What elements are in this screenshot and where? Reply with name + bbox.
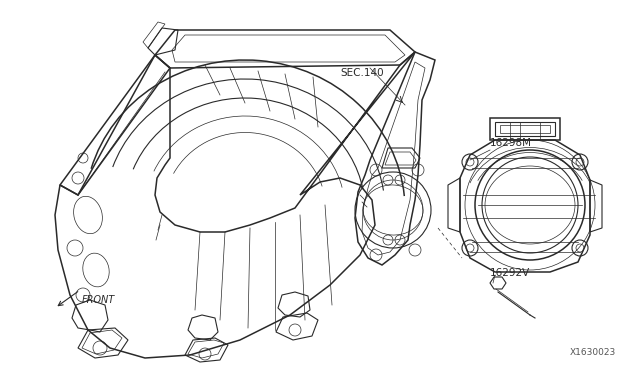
Text: X1630023: X1630023 <box>570 348 616 357</box>
Text: 16292V: 16292V <box>490 268 531 278</box>
Text: SEC.140: SEC.140 <box>340 68 383 78</box>
Text: 16298M: 16298M <box>490 138 532 148</box>
Text: FRONT: FRONT <box>82 295 115 305</box>
